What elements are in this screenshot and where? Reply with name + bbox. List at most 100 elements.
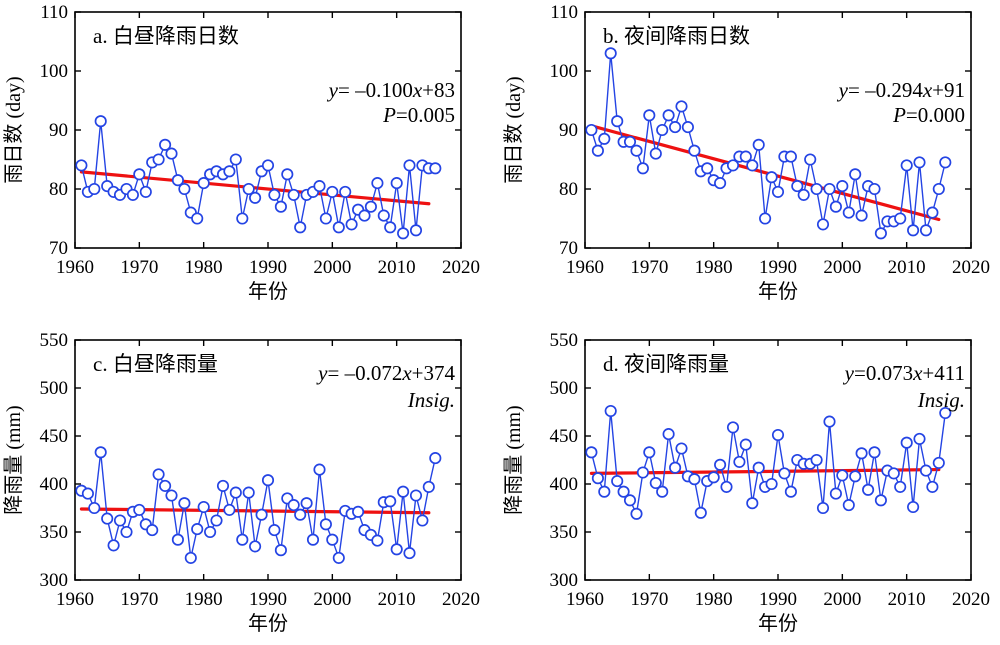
data-point [694,506,707,519]
data-point [752,461,765,474]
data-point [656,485,669,498]
data-point [152,153,165,166]
data-point [765,171,778,184]
data-point [939,406,952,420]
x-tick-label: 1970 [120,589,158,610]
y-tick-label: 350 [40,522,69,543]
data-point [377,209,390,222]
data-point [720,480,733,493]
y-tick-label: 350 [550,522,579,543]
significance-label: Insig. [917,388,965,412]
data-point [887,467,900,480]
data-point [714,458,727,471]
data-point [894,212,907,225]
data-point [101,512,114,525]
data-point [643,446,656,459]
y-tick-label: 450 [550,426,579,447]
data-point [816,501,830,515]
data-point [797,188,810,201]
x-tick-label: 2000 [313,257,351,278]
x-tick-label: 2020 [952,589,990,610]
y-axis-title: 雨日数 (day) [502,76,525,183]
data-point [611,115,624,128]
data-point [810,182,823,196]
data-point [752,138,765,151]
data-point [701,162,714,175]
data-point [868,182,881,196]
x-tick-label: 1990 [249,257,287,278]
x-tick-label: 1970 [630,257,668,278]
y-tick-label: 300 [40,570,69,591]
data-point [236,212,249,225]
data-point [598,132,611,145]
x-tick-label: 1960 [56,589,94,610]
data-point [784,485,797,498]
data-point [146,524,159,537]
data-point [739,150,752,163]
data-point [643,109,656,122]
y-tick-label: 90 [49,120,68,141]
data-point [113,514,127,527]
data-point [907,500,920,514]
data-point [791,180,804,193]
x-tick-label: 2020 [952,257,990,278]
data-point [829,487,842,500]
data-point [746,159,759,172]
y-tick-label: 500 [550,378,579,399]
data-point [874,227,887,240]
x-tick-label: 1960 [56,257,94,278]
data-point [159,138,172,151]
data-point [746,497,759,510]
panel-title: d. 夜间降雨量 [603,352,729,376]
data-point [319,212,332,225]
x-axis-title: 年份 [758,612,798,635]
data-point [707,471,720,484]
data-point [197,500,210,514]
y-tick-label: 550 [550,330,579,351]
data-point [210,514,223,527]
data-point [688,144,701,157]
data-point [403,547,416,560]
data-point [926,206,939,219]
data-point [313,180,326,193]
data-point [332,551,345,564]
data-point [868,446,881,459]
x-tick-label: 1980 [695,257,733,278]
data-point [913,432,926,445]
y-tick-label: 100 [550,61,579,82]
data-point [120,525,133,539]
data-point [649,476,662,490]
data-point [849,168,862,181]
data-point [855,209,868,222]
data-point [932,182,945,196]
data-point [326,185,339,198]
data-point [165,489,178,502]
data-point [919,224,933,237]
y-tick-label: 400 [40,474,69,495]
panel-d-nighttime-rainfall-chart: 1960 1970 1980 1990 2000 2010 2020 300 350 400 450… [502,330,990,635]
data-point [287,499,300,512]
x-tick-label: 1990 [759,589,797,610]
data-point [726,159,740,172]
data-point [662,428,675,441]
data-point [842,206,855,219]
x-tick-label: 2010 [378,257,416,278]
data-point [611,475,624,488]
data-point [159,479,172,492]
panel-c-daytime-rainfall-chart: 1960 1970 1980 1990 2000 2010 2020 300 350 400 450… [2,330,480,635]
x-tick-label: 1970 [120,257,158,278]
data-point [900,159,913,172]
data-point [371,177,384,190]
data-point [249,191,262,204]
data-point [397,227,410,240]
data-point [649,147,662,160]
y-tick-label: 400 [550,474,579,495]
data-point [630,507,643,520]
x-tick-label: 1980 [695,589,733,610]
data-point [171,533,184,546]
data-point [662,109,675,122]
data-point [223,165,236,178]
data-point [261,159,275,172]
data-point [371,534,384,547]
data-point [739,438,752,451]
